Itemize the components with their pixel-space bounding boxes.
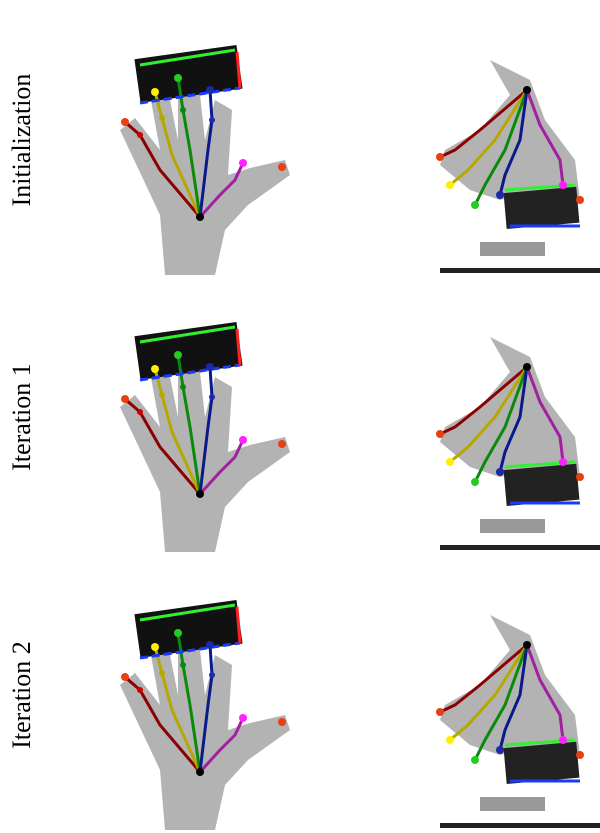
row: Iteration 2	[7, 598, 600, 832]
right-image	[434, 335, 600, 552]
right-image	[434, 613, 600, 830]
right-image	[434, 58, 600, 275]
left-image	[118, 320, 292, 554]
row-label: Iteration 2	[7, 641, 36, 749]
row-label: Initialization	[7, 74, 36, 207]
left-image	[118, 598, 292, 832]
row: Initialization	[7, 43, 600, 277]
row-label: Iteration 1	[7, 363, 36, 471]
left-image	[118, 43, 292, 277]
row: Iteration 1	[7, 320, 600, 554]
